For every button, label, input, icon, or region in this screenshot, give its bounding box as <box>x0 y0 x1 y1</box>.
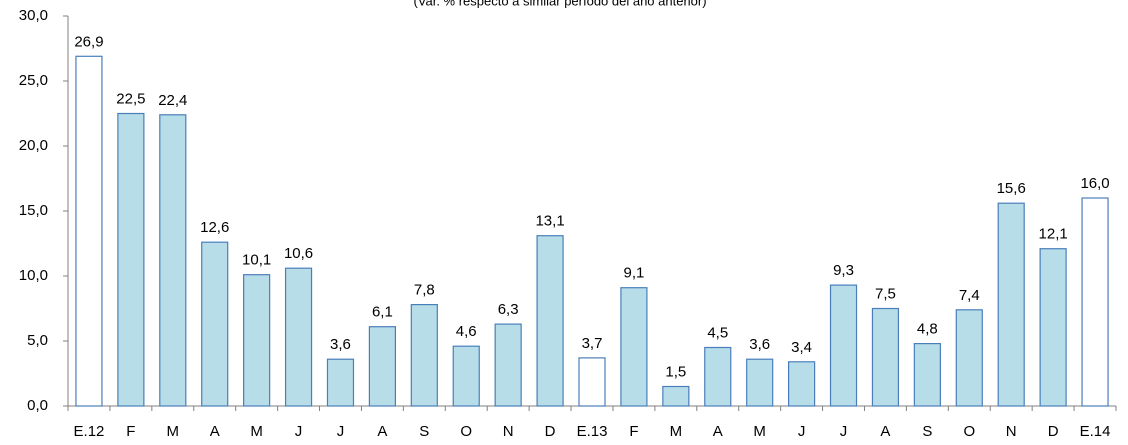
x-tick-label: J <box>295 423 303 440</box>
y-tick-label: 30,0 <box>19 7 48 24</box>
y-tick-label: 20,0 <box>19 137 48 154</box>
bar <box>201 241 229 407</box>
value-label: 16,0 <box>1080 175 1109 192</box>
bar <box>787 361 816 407</box>
bar <box>452 345 480 407</box>
value-label: 7,4 <box>959 287 980 304</box>
x-tick-label: E.14 <box>1080 423 1111 440</box>
bar <box>326 358 355 407</box>
bar <box>578 357 606 407</box>
bar <box>368 326 396 407</box>
value-label: 7,8 <box>414 282 435 299</box>
value-label: 3,4 <box>791 339 812 356</box>
x-tick-label: F <box>126 423 135 440</box>
value-label: 9,1 <box>623 265 644 282</box>
value-label: 22,4 <box>158 92 187 109</box>
bar <box>829 284 858 407</box>
bar <box>243 274 271 407</box>
value-label: 12,1 <box>1039 226 1068 243</box>
value-label: 1,5 <box>665 363 686 380</box>
bar <box>704 346 732 407</box>
x-tick-label: O <box>963 423 975 440</box>
x-tick-label: O <box>460 423 472 440</box>
x-tick-label: A <box>713 423 723 440</box>
bar <box>494 323 522 407</box>
bar <box>1039 248 1067 407</box>
value-label: 7,5 <box>875 285 896 302</box>
y-tick-label: 5,0 <box>27 332 48 349</box>
value-label: 13,1 <box>535 213 564 230</box>
value-label: 3,6 <box>749 336 770 353</box>
value-label: 22,5 <box>116 90 145 107</box>
bar <box>662 385 690 407</box>
x-tick-label: J <box>337 423 345 440</box>
x-tick-label: D <box>1048 423 1059 440</box>
value-label: 4,5 <box>707 324 728 341</box>
y-tick-label: 0,0 <box>27 397 48 414</box>
value-label: 6,3 <box>498 301 519 318</box>
y-tick-label: 25,0 <box>19 72 48 89</box>
bar <box>75 55 103 407</box>
value-label: 10,1 <box>242 252 271 269</box>
x-tick-label: A <box>210 423 220 440</box>
y-tick-label: 10,0 <box>19 267 48 284</box>
bar <box>871 307 900 407</box>
bar <box>159 114 187 407</box>
x-tick-label: M <box>753 423 766 440</box>
x-tick-label: D <box>545 423 556 440</box>
x-tick-label: J <box>840 423 848 440</box>
bar <box>410 304 438 407</box>
bar <box>955 309 983 407</box>
value-label: 15,6 <box>997 180 1026 197</box>
x-tick-label: M <box>670 423 683 440</box>
value-label: 4,8 <box>917 321 938 338</box>
value-label: 3,6 <box>330 336 351 353</box>
bar <box>913 343 941 407</box>
x-tick-label: N <box>503 423 514 440</box>
bar <box>997 202 1025 407</box>
value-label: 12,6 <box>200 219 229 236</box>
x-tick-label: S <box>922 423 932 440</box>
bar <box>284 267 313 407</box>
bar <box>1081 197 1109 407</box>
value-label: 4,6 <box>456 323 477 340</box>
chart-subtitle: (Var. % respecto a similar período del a… <box>413 0 706 8</box>
x-tick-label: F <box>629 423 638 440</box>
x-tick-label: N <box>1006 423 1017 440</box>
x-tick-label: S <box>419 423 429 440</box>
bar <box>117 112 145 407</box>
bar <box>536 235 564 407</box>
x-tick-label: E.13 <box>577 423 608 440</box>
value-label: 26,9 <box>74 33 103 50</box>
value-label: 9,3 <box>833 262 854 279</box>
value-label: 6,1 <box>372 304 393 321</box>
x-tick-label: J <box>798 423 806 440</box>
value-label: 10,6 <box>284 245 313 262</box>
value-label: 3,7 <box>582 335 603 352</box>
x-tick-label: A <box>377 423 387 440</box>
x-tick-label: M <box>250 423 263 440</box>
bar <box>620 287 648 407</box>
bar <box>746 358 774 407</box>
x-tick-label: M <box>167 423 180 440</box>
y-tick-label: 15,0 <box>19 202 48 219</box>
x-tick-label: E.12 <box>74 423 105 440</box>
x-tick-label: A <box>880 423 890 440</box>
